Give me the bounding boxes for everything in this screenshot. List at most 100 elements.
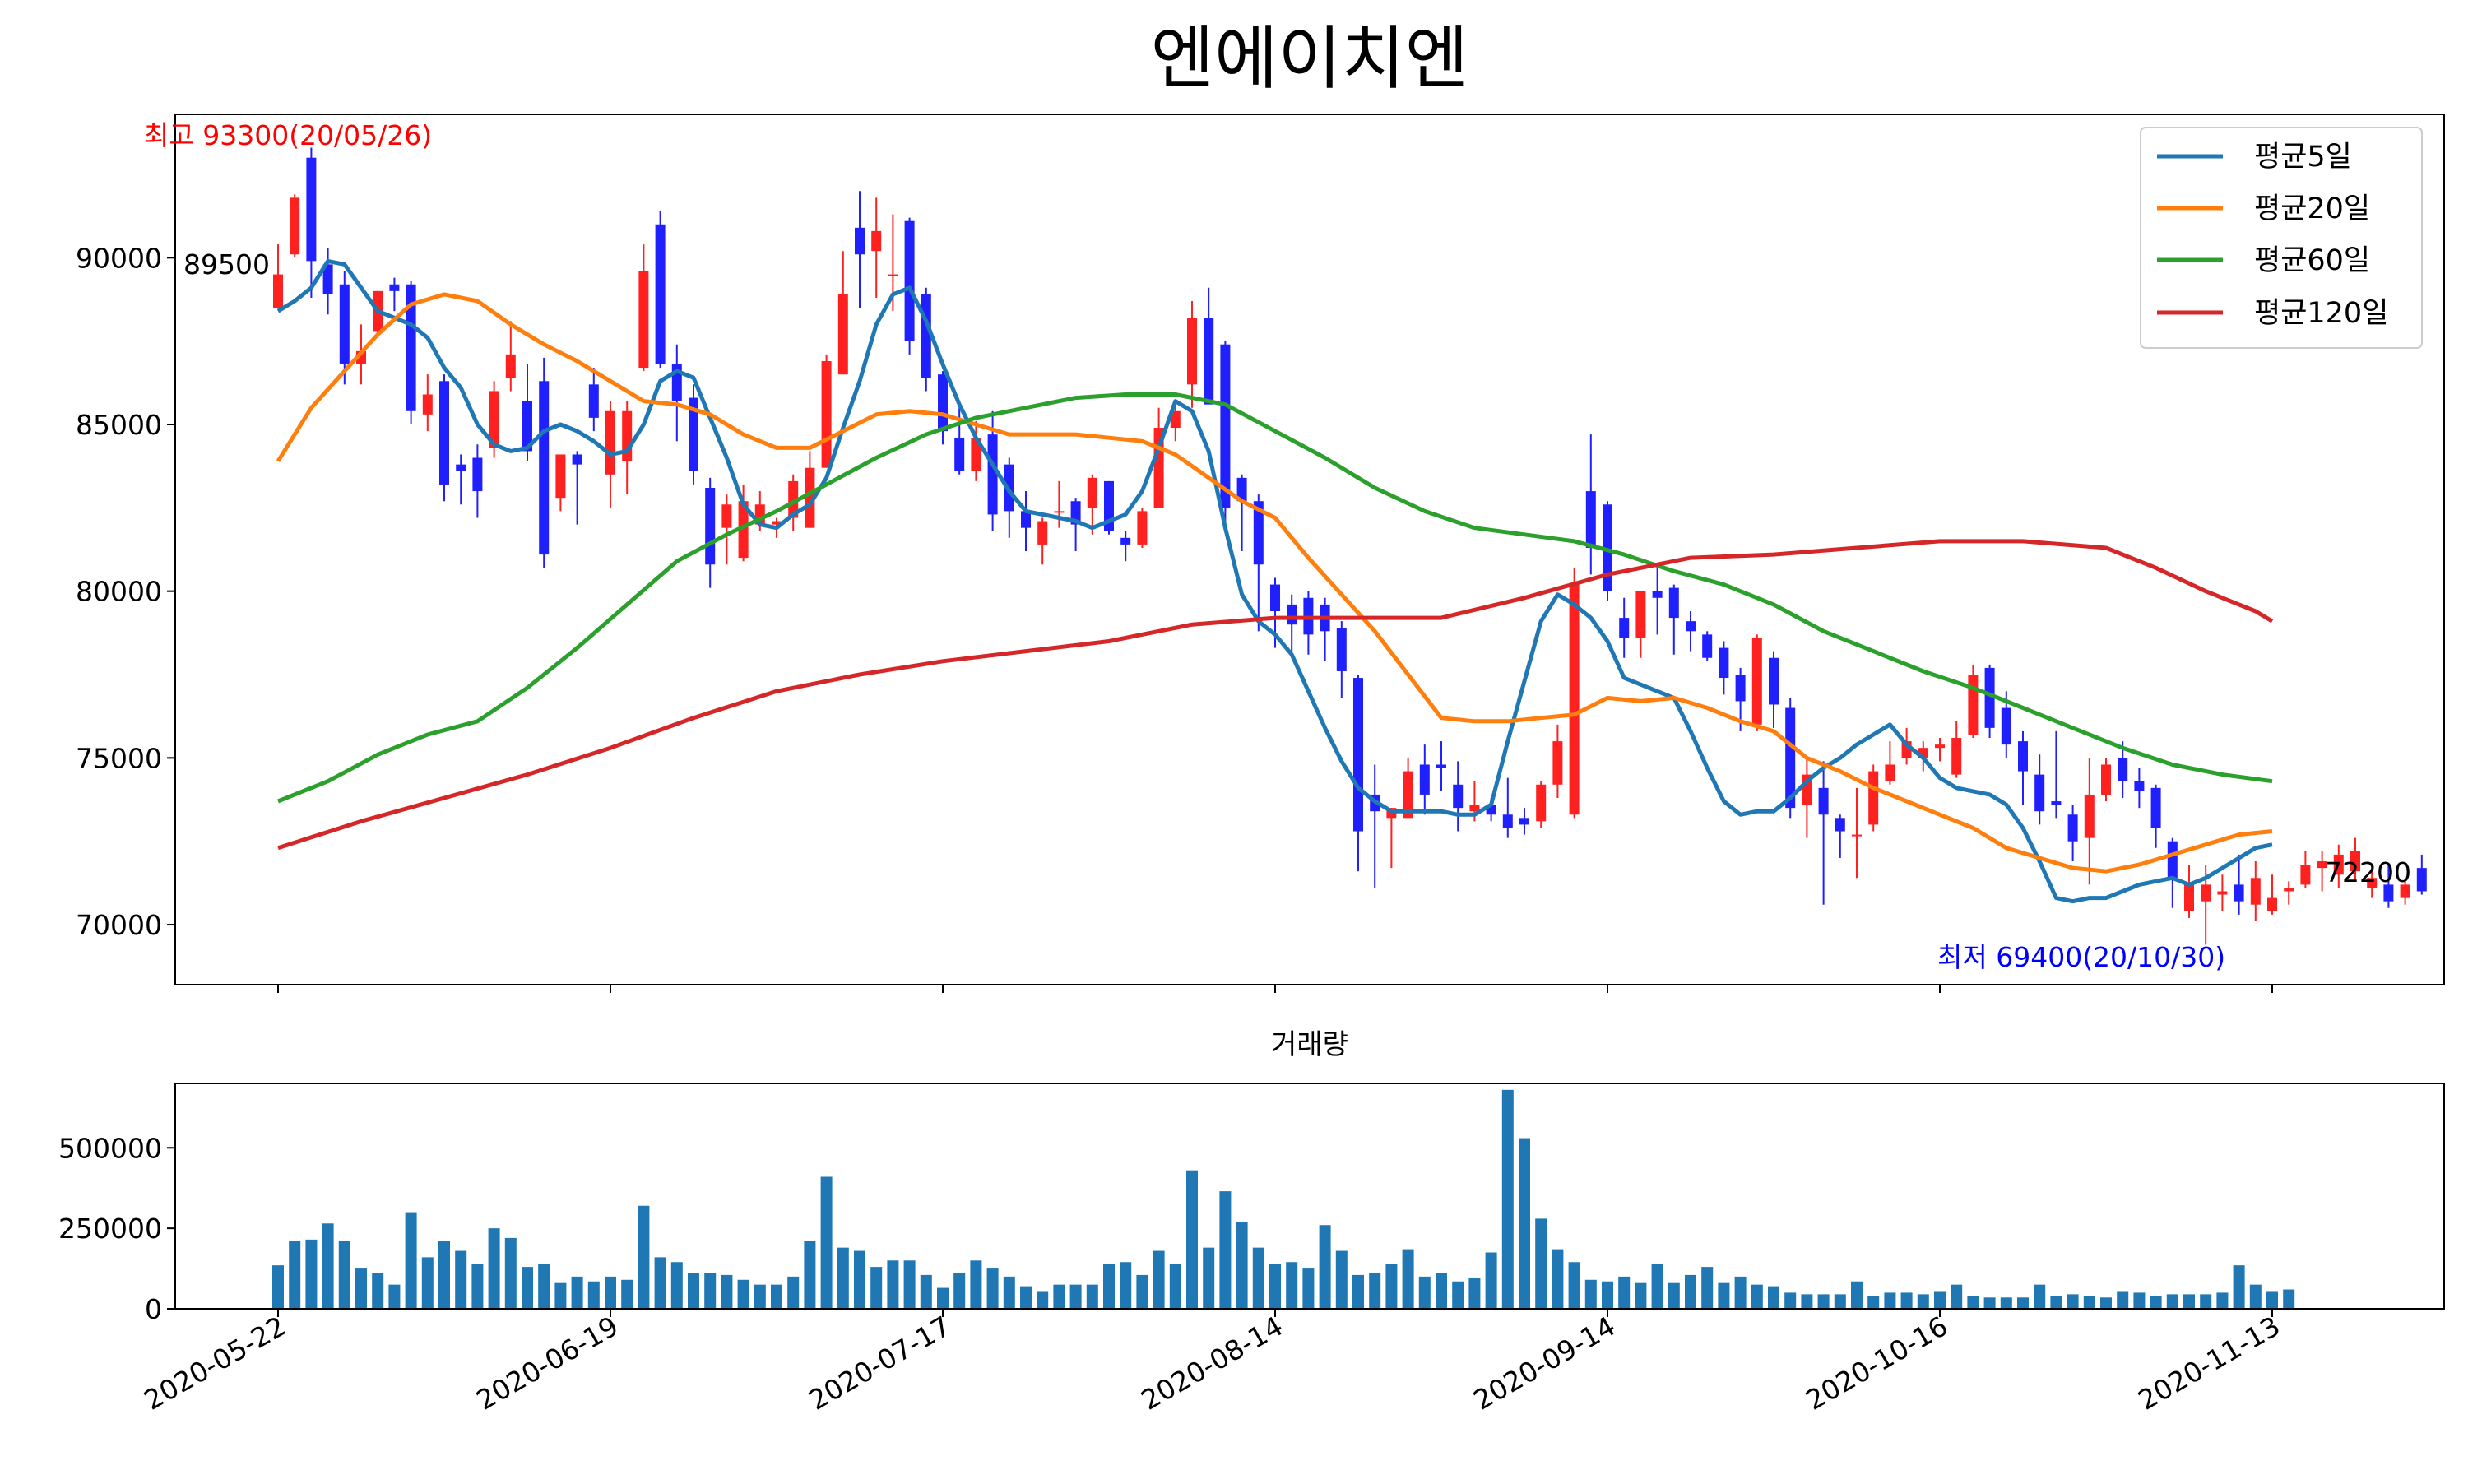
candle-body: [2317, 861, 2327, 869]
volume-bar: [421, 1257, 434, 1309]
volume-bar: [754, 1284, 766, 1309]
candle-body: [1552, 741, 1563, 785]
candle-body: [871, 230, 882, 252]
candle: [339, 271, 350, 385]
candle-body: [522, 401, 532, 452]
volume-panel: 0 250000 500000 2020-05-22 2020-06-19 2020-07…: [58, 1089, 2295, 1417]
candle-body: [306, 157, 317, 262]
candle: [1719, 641, 1729, 695]
legend-label-ma60: 평균60일: [2254, 244, 2370, 277]
x-tick-label: 2020-10-16: [1800, 1310, 1953, 1417]
candle-body: [837, 294, 848, 375]
volume-bar: [2034, 1284, 2046, 1309]
candle-body: [1951, 738, 1962, 775]
volume-bar: [1452, 1281, 1464, 1309]
candle: [2217, 874, 2228, 911]
candle-body: [1253, 501, 1264, 565]
candle: [738, 484, 749, 562]
candle-body: [422, 394, 433, 415]
candle-body: [1818, 787, 1829, 815]
candle-body: [888, 274, 898, 276]
volume-bar: [1568, 1262, 1580, 1309]
price-y-tick-label: 90000: [76, 242, 162, 274]
volume-bar: [2283, 1289, 2295, 1309]
candle-body: [655, 224, 666, 365]
high-annotation: 최고 93300(20/05/26): [144, 119, 432, 151]
volume-bar: [2200, 1294, 2212, 1309]
candle-body: [2018, 741, 2028, 772]
volume-bar: [1602, 1281, 1613, 1309]
candle: [1818, 761, 1829, 905]
candle: [1769, 651, 1779, 728]
volume-bar: [920, 1274, 932, 1309]
candle: [1303, 591, 1314, 655]
volume-bar: [388, 1284, 401, 1309]
candle-body: [2300, 865, 2311, 885]
volume-bar: [1053, 1284, 1065, 1309]
candle: [1585, 434, 1596, 575]
volume-bar: [1701, 1267, 1714, 1309]
volume-bar: [1485, 1252, 1497, 1309]
candle: [273, 244, 283, 308]
candle-body: [1137, 511, 1148, 545]
candle: [1702, 631, 1713, 661]
volume-bar: [605, 1276, 616, 1309]
volume-bar: [338, 1241, 350, 1309]
candle: [821, 354, 832, 468]
candle: [1835, 814, 1845, 858]
volume-bar: [2150, 1296, 2162, 1309]
volume-y-tick-label: 500000: [58, 1132, 162, 1164]
candle-body: [938, 374, 948, 432]
candle-body: [1236, 477, 1247, 502]
candle-body: [290, 197, 300, 255]
candle: [805, 451, 815, 528]
candle-body: [1419, 764, 1430, 795]
candle: [2084, 758, 2095, 885]
volume-bar: [1751, 1284, 1763, 1309]
volume-bar: [2216, 1292, 2229, 1309]
candle-body: [456, 464, 466, 471]
volume-bar: [1535, 1218, 1547, 1309]
candle-body: [1037, 521, 1048, 545]
candle-body: [638, 271, 649, 369]
legend-entry-ma5: 평균5일: [2157, 141, 2352, 174]
candle-body: [1403, 771, 1413, 819]
candle-body: [821, 360, 832, 468]
candle: [2416, 854, 2427, 895]
candle: [1353, 675, 1363, 872]
x-tick-label: 2020-07-17: [803, 1310, 956, 1417]
price-axes-frame: [174, 114, 2445, 985]
legend-label-ma120: 평균120일: [2254, 297, 2388, 330]
ma-line-2: [276, 292, 2273, 874]
volume-bar: [1352, 1274, 1364, 1309]
candle: [2150, 784, 2161, 848]
volume-bar: [1037, 1291, 1049, 1309]
candle-body: [1735, 675, 1746, 702]
price-y-tick-label: 85000: [76, 409, 162, 441]
legend-entry-ma20: 평균20일: [2157, 192, 2370, 225]
candle-body: [588, 384, 599, 418]
candle-body: [689, 397, 698, 471]
candle: [1287, 594, 1297, 652]
volume-bar: [2266, 1291, 2278, 1309]
candle: [2118, 741, 2128, 798]
volume-bar: [1784, 1292, 1797, 1309]
candle: [855, 191, 865, 308]
candle: [1120, 531, 1131, 562]
candle: [389, 277, 400, 312]
volume-bar: [504, 1237, 517, 1309]
candle: [1802, 758, 1812, 838]
volume-bar: [1236, 1222, 1248, 1309]
candle: [2333, 844, 2344, 888]
candle-body: [1652, 591, 1663, 598]
candle-body: [2034, 774, 2045, 812]
candle: [1453, 761, 1464, 832]
volume-bar: [1618, 1276, 1631, 1309]
volume-bar: [1967, 1296, 1979, 1309]
candle: [2034, 754, 2045, 825]
volume-bar: [2083, 1296, 2095, 1309]
candle: [322, 248, 333, 315]
candle-body: [904, 220, 915, 341]
candle-body: [1270, 584, 1280, 611]
candle: [505, 321, 516, 392]
